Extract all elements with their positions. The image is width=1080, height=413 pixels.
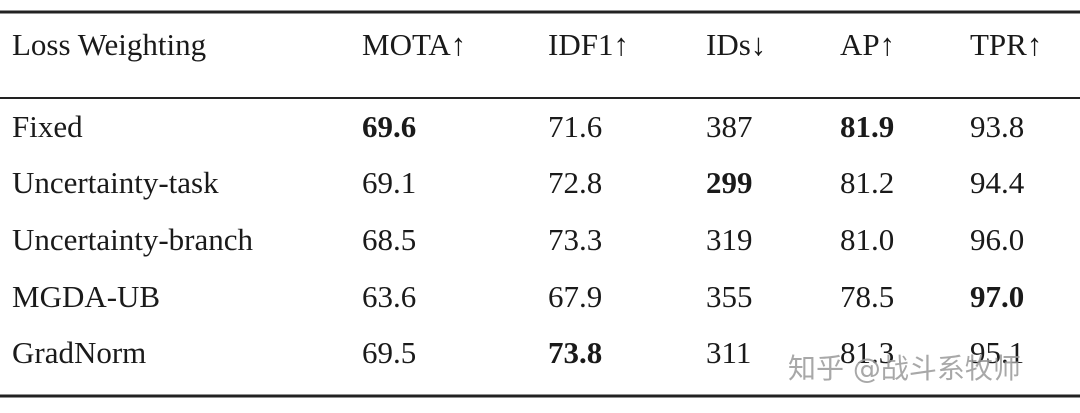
header-cell: TPR↑ — [970, 27, 1042, 62]
cell: 355 — [706, 279, 753, 314]
row-label: MGDA-UB — [12, 279, 160, 314]
cell: 95.1 — [970, 335, 1024, 370]
cell: 311 — [706, 335, 751, 370]
watermark: 知乎 @战斗系牧师 — [788, 352, 1021, 385]
cell: 69.6 — [362, 109, 416, 144]
cell: 73.3 — [548, 222, 602, 257]
header-cell: AP↑ — [840, 27, 895, 62]
cell: 78.5 — [840, 279, 894, 314]
row-label: Fixed — [12, 109, 83, 144]
header-cell: IDs↓ — [706, 27, 766, 62]
cell: 69.1 — [362, 165, 416, 200]
header-cell: Loss Weighting — [12, 27, 206, 62]
cell: 81.0 — [840, 222, 894, 257]
cell: 81.9 — [840, 109, 894, 144]
cell: 81.3 — [840, 335, 894, 370]
cell: 94.4 — [970, 165, 1025, 200]
header-cell: IDF1↑ — [548, 27, 629, 62]
cell: 69.5 — [362, 335, 416, 370]
row-label: Uncertainty-branch — [12, 222, 253, 257]
cell: 73.8 — [548, 335, 602, 370]
cell: 81.2 — [840, 165, 894, 200]
cell: 319 — [706, 222, 753, 257]
header-cell: MOTA↑ — [362, 27, 466, 62]
cell: 67.9 — [548, 279, 602, 314]
row-label: GradNorm — [12, 335, 146, 370]
cell: 63.6 — [362, 279, 416, 314]
cell: 299 — [706, 165, 753, 200]
cell: 387 — [706, 109, 753, 144]
cell: 71.6 — [548, 109, 602, 144]
cell: 97.0 — [970, 279, 1024, 314]
cell: 72.8 — [548, 165, 602, 200]
cell: 68.5 — [362, 222, 416, 257]
cell: 93.8 — [970, 109, 1024, 144]
cell: 96.0 — [970, 222, 1024, 257]
row-label: Uncertainty-task — [12, 165, 219, 200]
